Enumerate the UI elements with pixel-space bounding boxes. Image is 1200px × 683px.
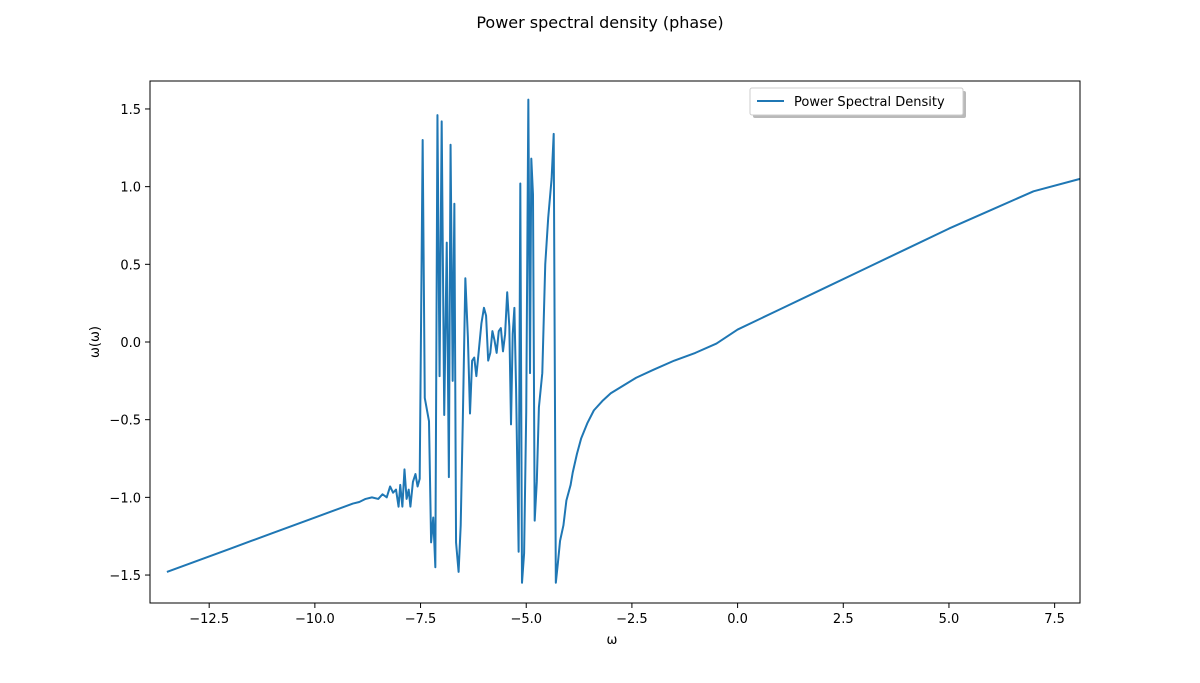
legend-box [749,87,964,116]
series-layer [166,98,1081,584]
plot-frame [149,80,1081,604]
x-axis-label: ω [607,633,618,648]
legend-label: Power Spectral Density [794,95,945,110]
x-tick-label: −2.5 [616,612,648,627]
x-tick-label: −10.0 [295,612,335,627]
x-tick-label: −7.5 [405,612,437,627]
y-axis-label: ω(ω) [88,326,103,358]
y-axis-ticks: −1.5 −1.0 −0.5 0.0 0.5 1.0 1.5 [109,103,150,584]
y-tick-label: −1.5 [109,569,141,584]
y-tick-label: 1.5 [120,103,141,118]
y-tick-label: −1.0 [109,491,141,506]
x-tick-label: −5.0 [510,612,542,627]
y-tick-label: −0.5 [109,414,141,429]
y-tick-label: 1.0 [120,181,141,196]
y-tick-label: 0.0 [120,336,141,351]
x-tick-label: 2.5 [833,612,854,627]
plot-area [150,81,1080,603]
x-axis-ticks: −12.5 −10.0 −7.5 −5.0 −2.5 0.0 2.5 5.0 7.5 [189,603,1065,627]
x-tick-label: 7.5 [1044,612,1065,627]
x-tick-label: 5.0 [939,612,960,627]
y-tick-label: 0.5 [120,258,141,273]
legend: Power Spectral Density [749,87,966,118]
x-tick-label: 0.0 [727,612,748,627]
chart-title: Power spectral density (phase) [476,13,723,32]
series-line-0 [166,98,1081,584]
x-tick-label: −12.5 [189,612,229,627]
